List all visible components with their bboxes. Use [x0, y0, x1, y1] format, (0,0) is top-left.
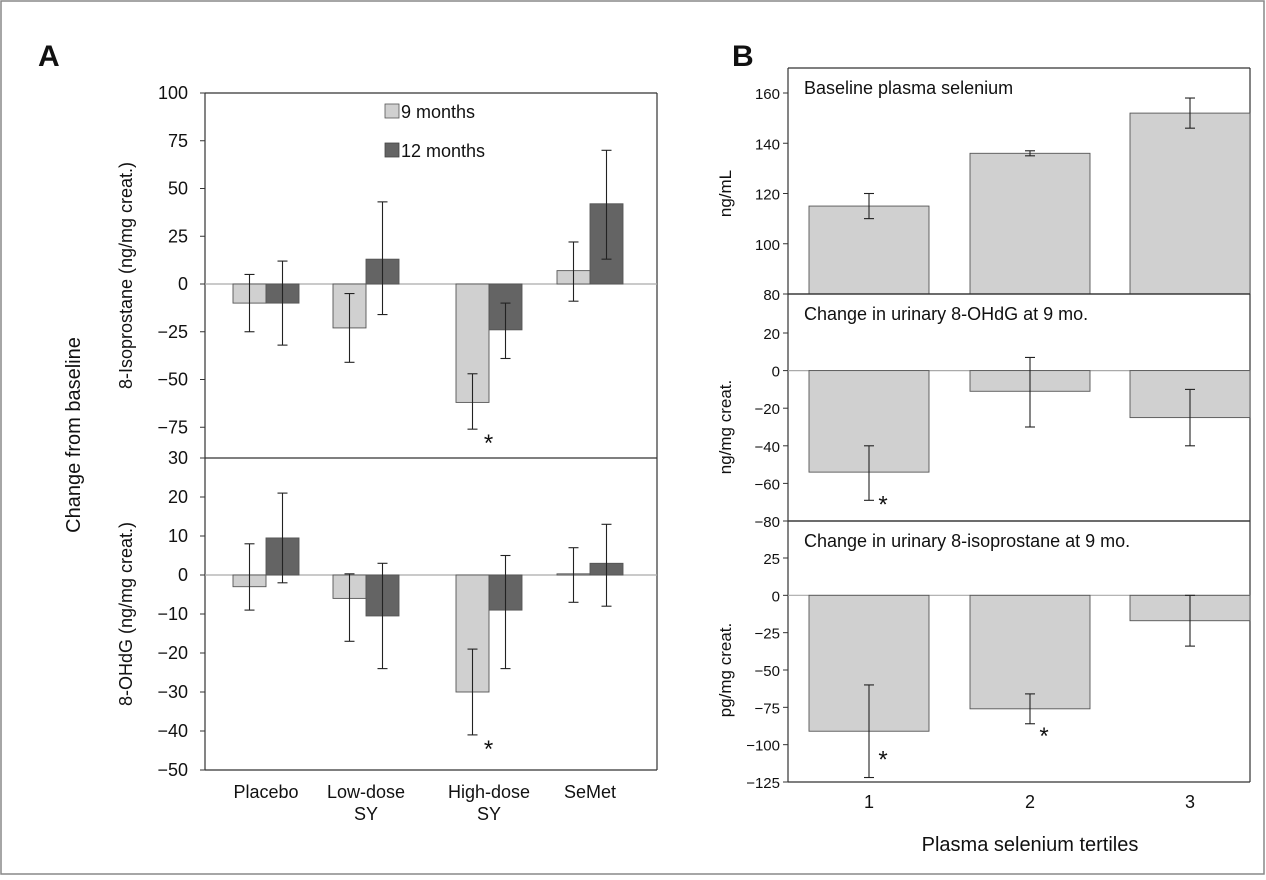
ytick-label: −25 [755, 626, 780, 643]
plot-B-mid: 20 0 −20 −40 −60 −80 ng/mg creat. Change in uri… [716, 293, 1251, 531]
panel-a-xaxis-labels: Placebo Low-dose SY High-dose SY SeMet [233, 782, 616, 824]
ytick-label: 140 [755, 136, 780, 153]
xtick-placebo: Placebo [233, 782, 298, 802]
ytick-label: 20 [763, 326, 780, 343]
ytick-label: −50 [755, 663, 780, 680]
ytick-label: −75 [157, 417, 188, 437]
xtick-semet: SeMet [564, 782, 616, 802]
significance-marker: * [484, 430, 493, 457]
significance-marker: * [1039, 723, 1048, 750]
plot-B-bottom: 25 0 −25 −50 −75 −100 −125 pg/mg creat. Change i… [716, 520, 1251, 792]
ytick-label: 75 [168, 131, 188, 151]
panel-a-shared-ylabel: Change from baseline [63, 337, 85, 533]
bar-tertile-2 [969, 152, 1091, 295]
plot-B-top: 160 140 120 100 80 ng/mL Baseline plasma selen… [716, 67, 1251, 304]
xtick-tertile-3: 3 [1185, 792, 1195, 812]
ytick-label: 0 [772, 364, 780, 381]
ylabel-B-top: ng/mL [716, 170, 735, 217]
significance-marker: * [878, 747, 887, 774]
panel-b-xaxis: 1 2 3 Plasma selenium tertiles [864, 792, 1195, 856]
ytick-label: 30 [168, 448, 188, 468]
significance-marker: * [878, 491, 887, 518]
ylabel-B-mid: ng/mg creat. [716, 380, 735, 475]
ytick-label: −40 [755, 439, 780, 456]
legend-label-12-months: 12 months [401, 141, 485, 161]
significance-marker: * [484, 736, 493, 763]
ylabel-B-bottom: pg/mg creat. [716, 623, 735, 718]
bar-tertile-1 [808, 205, 930, 295]
subplot-title: Baseline plasma selenium [804, 78, 1013, 98]
ylabel-A-bottom: 8-OHdG (ng/mg creat.) [116, 522, 136, 706]
bar-tertile-2 [969, 594, 1091, 710]
ylabel-A-top: 8-Isoprostane (ng/mg creat.) [116, 162, 136, 389]
ytick-label: −75 [755, 700, 780, 717]
ytick-label: −20 [755, 401, 780, 418]
subplot-title: Change in urinary 8-isoprostane at 9 mo. [804, 531, 1130, 551]
panel-label-a: A [38, 40, 60, 73]
ytick-label: 0 [178, 274, 188, 294]
legend-label-9-months: 9 months [401, 102, 475, 122]
subplot-title: Change in urinary 8-OHdG at 9 mo. [804, 304, 1088, 324]
bar-tertile-3 [1129, 112, 1251, 295]
plot-A-bottom: 30 20 10 0 −10 −20 −30 −40 −50 8-OHdG (ng/mg crea… [116, 448, 658, 780]
ytick-label: 25 [763, 551, 780, 568]
xtick-high-dose-sy: High-dose SY [448, 782, 530, 824]
bar-high-dose-sy-9-months [455, 574, 490, 693]
ytick-label: 120 [755, 187, 780, 204]
legend-swatch-9-months [384, 103, 400, 119]
ytick-label: −60 [755, 476, 780, 493]
ytick-label: −125 [746, 775, 780, 792]
ytick-label: 25 [168, 226, 188, 246]
ytick-label: 100 [158, 83, 188, 103]
panel-label-b: B [732, 40, 754, 73]
xtick-high-dose-sy-line2: SY [477, 804, 501, 824]
ytick-label: 0 [178, 565, 188, 585]
ytick-label: 10 [168, 526, 188, 546]
xtick-low-dose-sy-line1: Low-dose [327, 782, 405, 802]
ytick-label: −100 [746, 738, 780, 755]
ytick-label: −80 [755, 514, 780, 531]
ytick-label: −40 [157, 721, 188, 741]
ytick-label: −25 [157, 322, 188, 342]
ytick-label: 20 [168, 487, 188, 507]
ytick-label: 0 [772, 588, 780, 605]
ytick-label: −50 [157, 370, 188, 390]
ytick-label: −50 [157, 760, 188, 780]
xtick-tertile-1: 1 [864, 792, 874, 812]
ytick-label: 100 [755, 237, 780, 254]
xtick-low-dose-sy-line2: SY [354, 804, 378, 824]
ytick-label: 80 [763, 287, 780, 304]
ytick-label: −20 [157, 643, 188, 663]
ytick-label: 160 [755, 86, 780, 103]
ytick-label: 50 [168, 179, 188, 199]
legend: 9 months 12 months [384, 102, 485, 161]
ytick-label: −30 [157, 682, 188, 702]
xtick-high-dose-sy-line1: High-dose [448, 782, 530, 802]
legend-swatch-12-months [384, 142, 400, 158]
xtick-tertile-2: 2 [1025, 792, 1035, 812]
plot-A-top: 100 75 50 25 0 −25 −50 −75 8-Isoprostane (ng/mg … [116, 83, 658, 458]
panel-b-xlabel: Plasma selenium tertiles [922, 834, 1139, 856]
ytick-label: −10 [157, 604, 188, 624]
xtick-low-dose-sy: Low-dose SY [327, 782, 405, 824]
